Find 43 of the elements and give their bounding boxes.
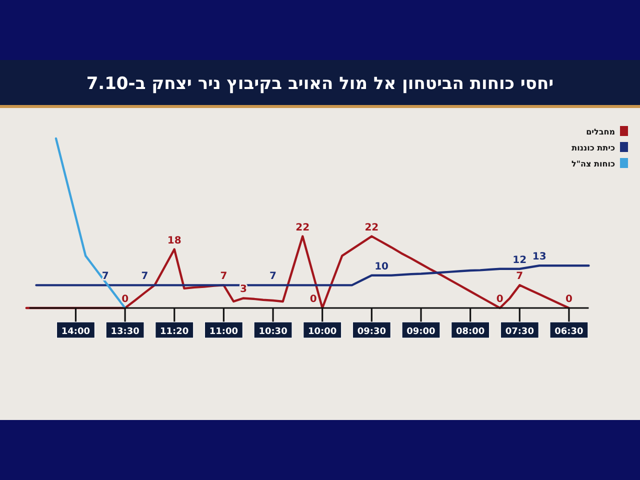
data-label: 0	[496, 294, 504, 305]
x-axis-tick: 07:30	[500, 308, 539, 338]
x-tick-label: 08:00	[456, 327, 485, 337]
title: יחסי כוחות הביטחון אל מול האויב בקיבוץ ניר יצחק ב-7.10	[86, 74, 554, 94]
x-axis-tick: 14:00	[56, 308, 96, 338]
x-axis-tick: 06:30	[550, 308, 588, 338]
data-label: 10	[374, 261, 389, 272]
x-axis-tick: 10:00	[303, 308, 342, 338]
x-axis-tick: 10:30	[254, 308, 292, 338]
x-tick-label: 11:20	[160, 327, 189, 337]
data-label: 7	[102, 271, 109, 282]
data-label: 0	[310, 294, 317, 305]
data-label: 22	[364, 222, 379, 234]
x-axis-tick: 11:20	[155, 308, 194, 338]
legend-label: מחבלים	[586, 128, 616, 136]
x-tick-label: 14:00	[61, 327, 90, 337]
x-tick-label: 09:30	[357, 327, 386, 337]
data-label: 22	[296, 222, 310, 234]
data-label: 18	[167, 235, 182, 246]
x-tick-label: 10:30	[258, 327, 288, 337]
legend: מחבלים כיתת כוננות כוחות צה"ל	[572, 126, 628, 168]
data-label: 12	[512, 254, 527, 266]
legend-label: כוחות צה"ל	[572, 160, 616, 168]
data-label: 13	[532, 252, 546, 263]
data-label: 3	[240, 284, 247, 296]
data-label: 0	[565, 294, 572, 305]
x-axis-tick: 11:00	[204, 308, 243, 338]
legend-label: כיתת כוננות	[572, 144, 616, 152]
data-label: 0	[122, 294, 129, 305]
x-tick-label: 10:00	[308, 327, 337, 337]
x-tick-label: 11:00	[209, 327, 238, 337]
x-tick-label: 13:30	[110, 327, 140, 337]
x-axis-tick: 13:30	[106, 308, 144, 338]
x-axis-tick: 09:30	[352, 308, 391, 338]
data-label: 7	[220, 271, 228, 282]
x-tick-label: 09:00	[406, 327, 436, 337]
x-tick-label: 06:30	[554, 327, 584, 337]
data-label: 7	[516, 271, 524, 282]
data-label: 7	[141, 271, 148, 282]
x-axis-tick: 08:00	[451, 308, 490, 338]
x-tick-label: 07:30	[505, 327, 534, 337]
data-label: 7	[270, 271, 277, 282]
x-axis-tick: 09:00	[402, 308, 440, 338]
